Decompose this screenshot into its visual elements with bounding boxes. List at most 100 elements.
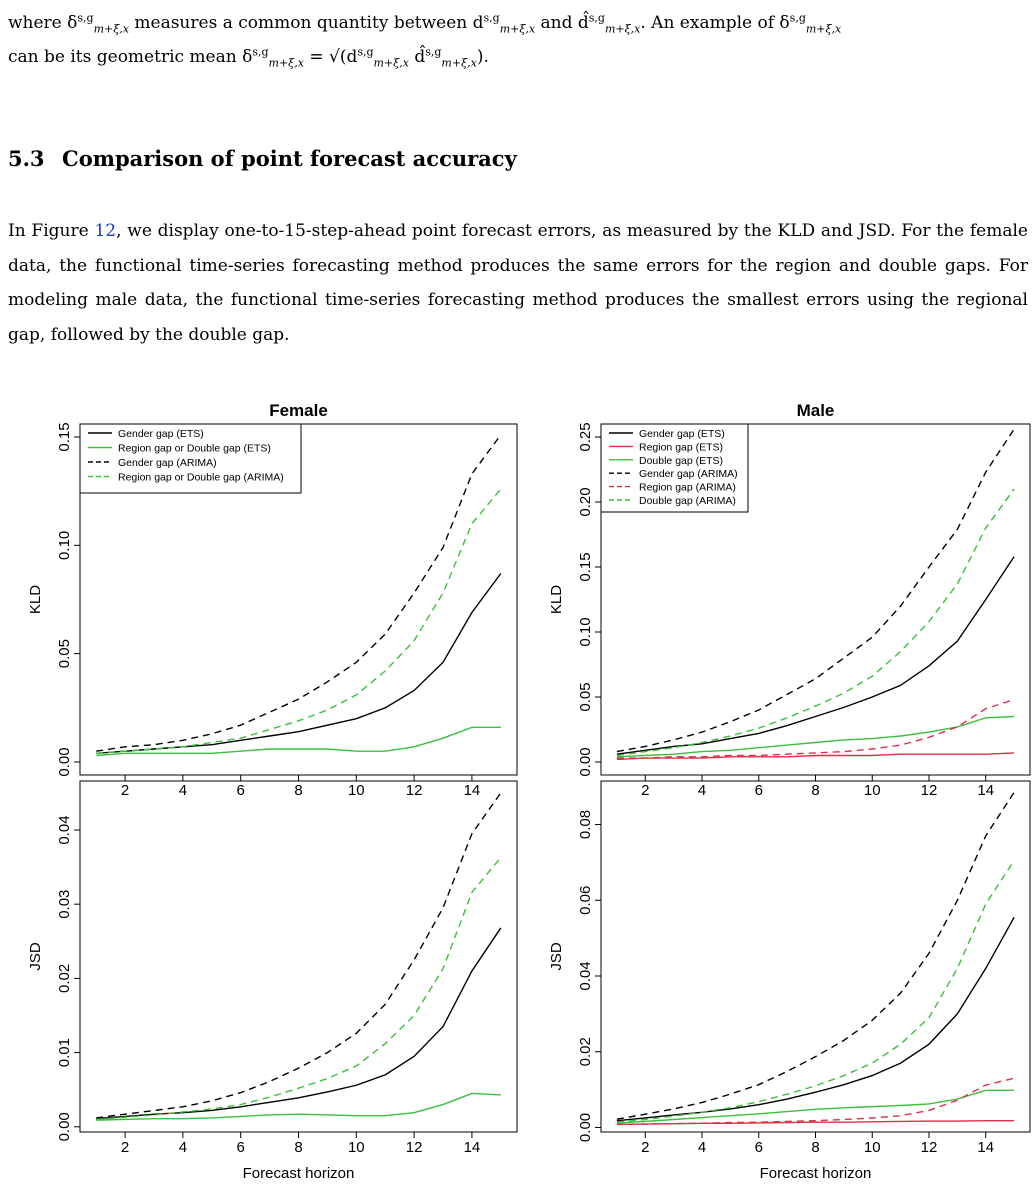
series-line-male-jsd-4 (616, 1077, 1015, 1126)
series-line-double-gap-arima (616, 488, 1015, 757)
series-line-region-gap-or-double-gap-ets (96, 726, 501, 757)
x-tick-label: 14 (977, 782, 994, 799)
series-line-male-jsd-0 (616, 916, 1015, 1122)
series-line-double-gap-ets (616, 715, 1015, 758)
plot-frame (600, 780, 1031, 1133)
x-tick-label: 2 (641, 1139, 649, 1156)
y-tick-label: 0.00 (56, 1112, 73, 1141)
y-tick-label: 0.15 (577, 552, 594, 581)
legend: Gender gap (ETS)Region gap (ETS) Double g… (600, 423, 749, 513)
x-tick-label: 10 (348, 782, 365, 799)
y-tick-label: 0.25 (577, 422, 594, 451)
section-number: 5.3 (8, 146, 45, 171)
series-line-gender-gap-ets (616, 556, 1015, 755)
y-axis-label: JSD (548, 942, 565, 971)
legend-entry: Gender gap (ARIMA) (118, 457, 217, 469)
x-tick-label: 6 (755, 782, 763, 799)
section-title: Comparison of point forecast accuracy (62, 146, 517, 171)
y-tick-label: 0.20 (577, 487, 594, 516)
panel-male-jsd: 2 4 6 8 10 12 14 0.00 0.02 0.04 0.06 0.08 JSD (548, 780, 1031, 1156)
series-line-region-gap-arima (616, 698, 1015, 759)
x-tick-label: 6 (237, 1139, 245, 1156)
y-tick-label: 0.01 (56, 1038, 73, 1067)
x-tick-label: 4 (179, 1139, 187, 1156)
y-axis-label: KLD (27, 585, 44, 614)
x-tick-label: 8 (811, 1139, 819, 1156)
body-paragraph: In Figure 12, we display one-to-15-step-… (8, 221, 1028, 345)
y-tick-label: 0.15 (56, 422, 73, 451)
series-line-region-gap-ets (616, 752, 1015, 761)
legend-entry: Double gap (ARIMA) (639, 495, 736, 507)
panel-female-kld: Female 2 4 6 8 10 12 14 0.00 0.05 0.10 0.15 KLD Gende… (27, 401, 518, 799)
y-tick-label: 0.08 (577, 810, 594, 839)
top-text-line-2: can be its geometric mean δs,gm+ξ,x = √(… (8, 45, 489, 70)
x-tick-label: 10 (864, 782, 881, 799)
x-tick-label: 12 (406, 782, 423, 799)
y-axis-label: JSD (27, 942, 44, 971)
top-text-line-1: where δs,gm+ξ,x measures a common quanti… (8, 11, 842, 36)
legend-entry: Region gap or Double gap (ETS) (118, 443, 271, 455)
x-tick-label: 4 (698, 782, 706, 799)
y-tick-label: 0.05 (577, 682, 594, 711)
x-tick-label: 14 (464, 1139, 481, 1156)
x-tick-label: 4 (179, 782, 187, 799)
x-tick-label: 8 (294, 782, 302, 799)
series-line-female-jsd-2 (96, 792, 502, 1119)
y-tick-label: 0.10 (56, 531, 73, 560)
x-tick-label: 14 (464, 782, 481, 799)
legend-box (79, 423, 302, 494)
legend-entry: Double gap (ETS) (639, 455, 723, 467)
legend-entry: Region gap (ETS) (639, 441, 723, 453)
series-line-male-jsd-3 (616, 791, 1015, 1120)
x-tick-label: 10 (348, 1139, 365, 1156)
series-line-female-jsd-0 (96, 927, 502, 1120)
x-tick-label: 2 (121, 782, 129, 799)
series-line-female-jsd-3 (96, 856, 502, 1121)
x-tick-label: 12 (921, 1139, 938, 1156)
series-line-gender-gap-arima (96, 434, 502, 752)
series-line-region-gap-or-double-gap-arima (96, 488, 502, 755)
legend-entry: Gender gap (ARIMA) (639, 468, 738, 480)
series-line-male-jsd-5 (616, 860, 1015, 1123)
legend-box (600, 423, 749, 513)
x-tick-label: 6 (237, 782, 245, 799)
legend-entry: Region gap or Double gap (ARIMA) (118, 472, 284, 484)
y-tick-label: 0.00 (577, 1113, 594, 1142)
y-tick-label: 0.00 (577, 747, 594, 776)
x-tick-label: 8 (811, 782, 819, 799)
section-heading: 5.3 Comparison of point forecast accuracy (8, 146, 517, 171)
series-line-gender-gap-ets (96, 573, 502, 755)
x-tick-label: 2 (121, 1139, 129, 1156)
y-tick-label: 0.04 (577, 961, 594, 990)
y-tick-label: 0.10 (577, 617, 594, 646)
y-tick-label: 0.00 (56, 747, 73, 776)
y-tick-label: 0.04 (56, 815, 73, 844)
panel-title: Female (269, 401, 328, 420)
y-tick-label: 0.02 (577, 1037, 594, 1066)
x-tick-label: 10 (864, 1139, 881, 1156)
series-line-male-jsd-2 (616, 1089, 1015, 1124)
y-tick-label: 0.05 (56, 639, 73, 668)
figure-link[interactable]: 12 (94, 221, 117, 241)
x-axis-label: Forecast horizon (760, 1165, 872, 1182)
panel-male-kld: Male 2 4 6 8 10 12 14 0.00 0.05 0.10 0.15 0.20 0.25 KL… (548, 401, 1031, 799)
y-tick-label: 0.06 (577, 886, 594, 915)
x-tick-label: 6 (755, 1139, 763, 1156)
y-tick-label: 0.02 (56, 964, 73, 993)
x-tick-label: 2 (641, 782, 649, 799)
x-axis-label: Forecast horizon (243, 1165, 355, 1182)
x-tick-label: 8 (294, 1139, 302, 1156)
legend-entry: Gender gap (ETS) (118, 428, 204, 440)
panel-female-jsd: 2 4 6 8 10 12 14 0.00 0.01 0.02 0.03 0.04 JSD (27, 780, 518, 1156)
legend-entry: Region gap (ARIMA) (639, 482, 736, 494)
x-tick-label: 12 (406, 1139, 423, 1156)
plot-frame (79, 780, 518, 1133)
figure-12: Female 2 4 6 8 10 12 14 0.00 0.05 0.10 0.15 KLD Gende… (27, 401, 1031, 1182)
y-tick-label: 0.03 (56, 890, 73, 919)
legend-entry: Gender gap (ETS) (639, 428, 725, 440)
x-tick-label: 12 (921, 782, 938, 799)
y-axis-label: KLD (548, 585, 565, 614)
panel-title: Male (797, 401, 835, 420)
top-text: where δs,gm+ξ,x measures a common quanti… (8, 6, 1028, 74)
series-line-female-jsd-1 (96, 1092, 501, 1121)
